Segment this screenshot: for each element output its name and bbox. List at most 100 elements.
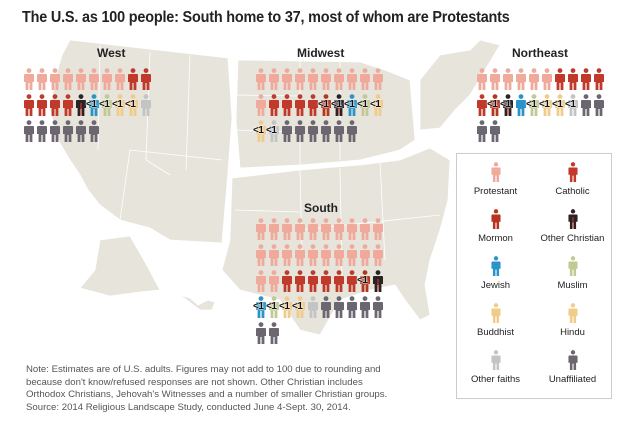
less-than-one-label: <1 bbox=[292, 301, 303, 312]
person-icon-protestant bbox=[360, 244, 370, 266]
region-label-midwest: Midwest bbox=[297, 46, 345, 60]
person-icon-muslim bbox=[102, 94, 112, 116]
person-icon-jewish bbox=[347, 94, 357, 116]
person-icon-catholic bbox=[128, 68, 138, 90]
person-icon-protestant bbox=[334, 218, 344, 240]
person-icon-protestant bbox=[102, 68, 112, 90]
person-icon-protestant bbox=[347, 244, 357, 266]
person-icon-catholic bbox=[50, 94, 60, 116]
person-icon-unaffiliated bbox=[347, 296, 357, 318]
map-south bbox=[221, 147, 451, 336]
person-icon-catholic bbox=[37, 94, 47, 116]
person-icon bbox=[490, 350, 501, 370]
person-icon-other-christian bbox=[76, 94, 86, 116]
person-icon-mormon bbox=[490, 94, 500, 116]
person-icon-protestant bbox=[256, 270, 266, 292]
person-icon-protestant bbox=[321, 244, 331, 266]
person-icon-protestant bbox=[321, 68, 331, 90]
person-icon bbox=[490, 303, 501, 323]
legend-item-hindu: Hindu bbox=[534, 303, 611, 338]
person-icon-protestant bbox=[516, 68, 526, 90]
person-icon-unaffiliated bbox=[581, 94, 591, 116]
region-label-south: South bbox=[304, 201, 338, 215]
person-icon-catholic bbox=[581, 68, 591, 90]
person-icon-protestant bbox=[256, 218, 266, 240]
person-icon-protestant bbox=[373, 68, 383, 90]
person-icon-catholic bbox=[477, 94, 487, 116]
person-icon-protestant bbox=[256, 68, 266, 90]
person-icon-jewish bbox=[256, 296, 266, 318]
legend-label: Buddhist bbox=[477, 327, 514, 338]
person-icon-unaffiliated bbox=[295, 120, 305, 142]
person-icon-protestant bbox=[269, 244, 279, 266]
person-icon-protestant bbox=[347, 68, 357, 90]
less-than-one-label: <1 bbox=[487, 99, 498, 110]
person-icon-protestant bbox=[256, 94, 266, 116]
less-than-one-label: <1 bbox=[99, 99, 110, 110]
legend-label: Other faiths bbox=[470, 374, 521, 385]
legend: Protestant Catholic Mormon Other Christian J… bbox=[456, 153, 612, 399]
person-icon bbox=[567, 256, 578, 276]
person-icon-unaffiliated bbox=[477, 120, 487, 142]
legend-label: Catholic bbox=[555, 186, 590, 197]
person-icon-unaffiliated bbox=[594, 94, 604, 116]
legend-item-protestant: Protestant bbox=[457, 162, 534, 197]
person-icon-unaffiliated bbox=[321, 296, 331, 318]
legend-item-buddhist: Buddhist bbox=[457, 303, 534, 338]
less-than-one-label: <1 bbox=[266, 301, 277, 312]
person-icon-muslim bbox=[529, 94, 539, 116]
person-icon-catholic bbox=[321, 270, 331, 292]
note-line: Orthodox Christians, Jehovah's Witnesses… bbox=[26, 389, 388, 401]
person-icon-catholic bbox=[295, 270, 305, 292]
legend-label: Mormon bbox=[478, 233, 513, 244]
person-icon-other-faiths bbox=[308, 296, 318, 318]
legend-item-jewish: Jewish bbox=[457, 256, 534, 291]
less-than-one-label: <1 bbox=[526, 99, 537, 110]
person-icon-protestant bbox=[503, 68, 513, 90]
person-icon-catholic bbox=[269, 94, 279, 116]
person-icon-unaffiliated bbox=[347, 120, 357, 142]
less-than-one-label: <1 bbox=[279, 301, 290, 312]
legend-label: Other Christian bbox=[540, 233, 605, 244]
legend-item-other-christian: Other Christian bbox=[534, 209, 611, 244]
person-icon-catholic bbox=[594, 68, 604, 90]
less-than-one-label: <1 bbox=[552, 99, 563, 110]
person-icon-protestant bbox=[295, 218, 305, 240]
less-than-one-label: <1 bbox=[253, 125, 264, 136]
person-icon-unaffiliated bbox=[37, 120, 47, 142]
person-icon-protestant bbox=[321, 218, 331, 240]
person-icon-unaffiliated bbox=[308, 120, 318, 142]
less-than-one-label: <1 bbox=[125, 99, 136, 110]
person-icon-jewish bbox=[89, 94, 99, 116]
note-line: Note: Estimates are of U.S. adults. Figu… bbox=[26, 364, 381, 375]
person-icon-catholic bbox=[282, 270, 292, 292]
person-icon-protestant bbox=[37, 68, 47, 90]
region-label-northeast: Northeast bbox=[512, 46, 569, 60]
person-icon-protestant bbox=[269, 270, 279, 292]
person-icon-catholic bbox=[308, 270, 318, 292]
person-icon-buddhist bbox=[115, 94, 125, 116]
person-icon-unaffiliated bbox=[89, 120, 99, 142]
person-icon-unaffiliated bbox=[24, 120, 34, 142]
less-than-one-label: <1 bbox=[370, 99, 381, 110]
person-icon bbox=[490, 209, 501, 229]
less-than-one-label: <1 bbox=[500, 99, 511, 110]
person-icon-mormon bbox=[321, 94, 331, 116]
person-icon-hindu bbox=[295, 296, 305, 318]
legend-item-catholic: Catholic bbox=[534, 162, 611, 197]
legend-item-mormon: Mormon bbox=[457, 209, 534, 244]
person-icon-catholic bbox=[568, 68, 578, 90]
person-icon-catholic bbox=[282, 94, 292, 116]
person-icon-unaffiliated bbox=[76, 120, 86, 142]
less-than-one-label: <1 bbox=[539, 99, 550, 110]
legend-item-unaffiliated: Unaffiliated bbox=[534, 350, 611, 385]
person-icon bbox=[567, 209, 578, 229]
legend-label: Hindu bbox=[560, 327, 585, 338]
person-icon-other-christian bbox=[373, 270, 383, 292]
person-icon bbox=[490, 256, 501, 276]
person-icon-hindu bbox=[256, 120, 266, 142]
person-icon-mormon bbox=[360, 270, 370, 292]
person-icon-catholic bbox=[308, 94, 318, 116]
person-icon-protestant bbox=[308, 218, 318, 240]
legend-label: Muslim bbox=[557, 280, 588, 291]
